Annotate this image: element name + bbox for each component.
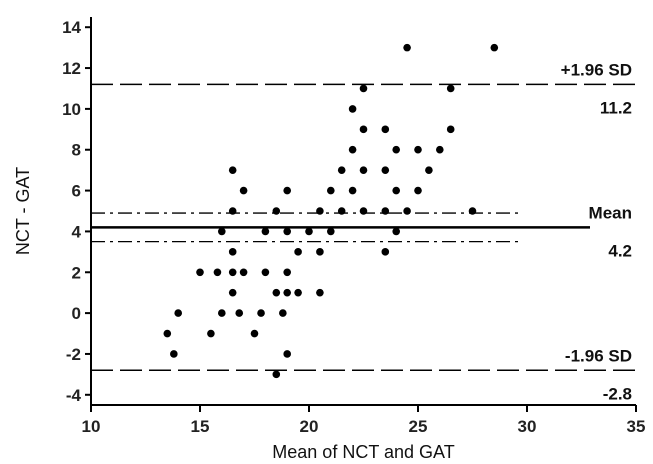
y-tick-label: 8: [72, 141, 81, 160]
y-tick-label: 6: [72, 182, 81, 201]
data-point: [272, 288, 281, 297]
data-point: [261, 227, 270, 236]
data-point: [359, 125, 368, 134]
y-tick-label: -4: [66, 386, 82, 405]
data-point: [228, 288, 237, 297]
data-point: [283, 268, 292, 277]
data-point: [207, 329, 215, 338]
data-point: [348, 105, 357, 113]
data-point: [392, 145, 401, 154]
data-point: [228, 166, 237, 174]
data-point: [348, 145, 357, 154]
data-point: [294, 248, 302, 256]
data-point: [446, 84, 455, 93]
ref-label-upper: +1.96 SD: [561, 60, 632, 79]
data-point: [228, 207, 237, 215]
data-point: [213, 268, 222, 277]
data-point: [283, 350, 292, 358]
data-point: [283, 186, 292, 195]
x-axis-title: Mean of NCT and GAT: [272, 442, 454, 462]
data-point: [196, 268, 204, 277]
data-point: [381, 166, 390, 174]
data-point: [381, 125, 390, 134]
scatter-points: [163, 43, 499, 379]
x-tick-label: 20: [300, 417, 319, 436]
data-point: [392, 186, 401, 195]
ref-label-mean: Mean: [589, 203, 632, 222]
data-point: [272, 207, 281, 215]
data-point: [490, 43, 499, 52]
data-point: [337, 207, 346, 215]
data-point: [327, 227, 335, 236]
y-tick-label: 0: [72, 304, 81, 323]
ref-value-lower: -2.8: [603, 384, 632, 403]
data-point: [425, 166, 433, 174]
ref-label-lower: -1.96 SD: [565, 346, 632, 365]
x-tick-label: 25: [409, 417, 428, 436]
data-point: [228, 268, 237, 277]
data-point: [392, 227, 401, 236]
data-point: [279, 309, 287, 317]
data-point: [261, 268, 270, 277]
data-point: [403, 43, 411, 52]
data-point: [294, 288, 302, 297]
data-point: [239, 268, 248, 277]
data-point: [272, 370, 281, 379]
reference-lines: [91, 83, 636, 372]
axes: [90, 17, 636, 406]
data-point: [381, 207, 390, 215]
data-point: [468, 207, 477, 215]
data-point: [283, 288, 292, 297]
data-point: [359, 207, 368, 215]
data-point: [257, 309, 265, 317]
y-tick-label: 2: [72, 263, 81, 282]
data-point: [436, 145, 444, 154]
y-tick-label: 12: [62, 59, 81, 78]
data-point: [228, 248, 237, 256]
data-point: [446, 125, 455, 134]
data-point: [348, 186, 357, 195]
data-point: [235, 309, 244, 317]
data-point: [316, 248, 324, 256]
y-tick-label: 4: [72, 222, 82, 241]
data-point: [170, 350, 178, 358]
data-point: [381, 248, 390, 256]
data-point: [316, 288, 324, 297]
data-point: [174, 309, 182, 317]
x-tick-label: 30: [518, 417, 537, 436]
x-tick-label: 35: [627, 417, 646, 436]
y-tick-label: -2: [66, 345, 81, 364]
reference-labels: +1.96 SD 11.2 Mean 4.2 -1.96 SD -2.8: [561, 60, 632, 403]
x-tick-label: 15: [191, 417, 210, 436]
data-point: [305, 227, 313, 236]
data-point: [218, 227, 226, 236]
data-point: [403, 207, 411, 215]
y-tick-label: 14: [62, 18, 81, 37]
x-tick-label: 10: [82, 417, 101, 436]
data-point: [163, 329, 172, 338]
axis-ticks: -4 -2 0 2 4 6 8 10 12 14 10 15 20 25 30 35: [62, 18, 645, 436]
data-point: [250, 329, 259, 338]
data-point: [283, 227, 292, 236]
data-point: [327, 186, 335, 195]
data-point: [337, 166, 346, 174]
ref-value-mean: 4.2: [608, 241, 632, 260]
data-point: [359, 84, 368, 93]
data-point: [359, 166, 368, 174]
data-point: [239, 186, 248, 195]
data-point: [414, 186, 422, 195]
y-tick-label: 10: [62, 100, 81, 119]
data-point: [218, 309, 226, 317]
ref-value-upper: 11.2: [600, 98, 632, 117]
y-axis-title: NCT - GAT: [13, 167, 33, 255]
data-point: [316, 207, 324, 215]
data-point: [414, 145, 422, 154]
